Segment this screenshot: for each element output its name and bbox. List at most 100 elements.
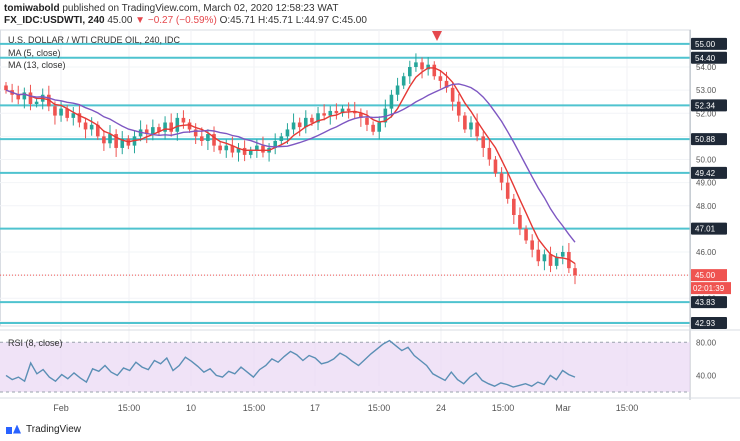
candle-body — [291, 122, 296, 130]
candle-body — [377, 122, 382, 132]
level-label: 54.40 — [695, 54, 716, 63]
candle-body — [71, 113, 76, 118]
candle-body — [475, 122, 479, 137]
candle-body — [432, 64, 437, 77]
candle-body — [548, 254, 553, 266]
tradingview-brand[interactable]: TradingView — [6, 424, 81, 435]
candle-body — [401, 76, 406, 86]
level-tag — [691, 296, 727, 309]
time-tick-label: 15:00 — [492, 403, 515, 413]
candle-body — [481, 136, 486, 148]
candle-body — [28, 92, 33, 104]
ma-legend-label: MA (5, close) — [8, 48, 61, 58]
candle-body — [493, 159, 498, 174]
candle-body — [212, 134, 216, 146]
current-price-label: 45.00 — [695, 271, 716, 280]
time-tick-label: 10 — [186, 403, 196, 413]
candle-body — [175, 117, 180, 132]
candle-body — [328, 110, 333, 116]
candle-body — [365, 117, 369, 125]
candle-body — [255, 145, 259, 151]
candle-body — [151, 127, 155, 135]
candle-body — [505, 182, 510, 199]
candle-body — [34, 101, 39, 104]
candle-body — [438, 76, 443, 81]
time-tick-label: Mar — [555, 403, 571, 413]
level-tag — [691, 37, 727, 50]
candle-body — [199, 136, 204, 141]
candle-body — [95, 124, 100, 137]
price-tick-label: 48.00 — [696, 202, 717, 211]
level-tag — [691, 222, 727, 235]
candle-body — [193, 129, 198, 137]
candle-body — [487, 147, 492, 160]
candle-body — [230, 145, 235, 153]
candle-body — [469, 122, 473, 130]
time-tick-label: Feb — [53, 403, 69, 413]
candle-body — [163, 122, 167, 132]
current-price-tag — [691, 269, 727, 282]
time-tick-label: 15:00 — [368, 403, 391, 413]
candle-body — [120, 138, 125, 148]
rsi-line — [5, 339, 576, 388]
candle-body — [297, 122, 302, 128]
published-info: tomiwabold published on TradingView.com,… — [4, 3, 338, 14]
candle-body — [450, 87, 455, 102]
candle-body — [108, 134, 112, 144]
candle-body — [359, 113, 363, 118]
candle-body — [236, 147, 241, 153]
price-tick-label: 54.00 — [696, 63, 717, 72]
candle-body — [261, 145, 265, 153]
candle-body — [573, 268, 577, 276]
candle-body — [316, 113, 320, 123]
last-price: 45.00 — [107, 15, 133, 26]
signal-arrow-icon — [432, 31, 442, 41]
candle-body — [560, 252, 565, 257]
ma13-line — [5, 83, 576, 243]
candle-body — [456, 101, 461, 116]
ohlc-values: O:45.71 H:45.71 L:44.97 C:45.00 — [219, 15, 367, 26]
candle-body — [395, 85, 400, 95]
time-tick-label: 15:00 — [616, 403, 639, 413]
candle-body — [371, 124, 375, 132]
level-tag — [691, 166, 727, 179]
candle-body — [524, 228, 528, 241]
candle-body — [389, 94, 394, 109]
level-tag — [691, 316, 727, 329]
candle-body — [273, 141, 278, 148]
level-tag — [691, 51, 727, 64]
candle-body — [224, 145, 229, 151]
candle-body — [310, 117, 314, 123]
candle-body — [114, 134, 118, 148]
candle-body — [530, 240, 534, 250]
candle-body — [242, 147, 247, 155]
rsi-title: RSI (8, close) — [8, 338, 63, 348]
candle-body — [322, 113, 326, 116]
candle-body — [218, 145, 222, 151]
level-label: 55.00 — [695, 40, 716, 49]
author-name[interactable]: tomiwabold — [4, 3, 60, 14]
rsi-band — [0, 342, 690, 392]
price-tick-label: 49.00 — [696, 179, 717, 188]
level-label: 52.34 — [695, 101, 716, 110]
candle-body — [144, 129, 149, 135]
candle-body — [4, 85, 8, 91]
candle-body — [22, 92, 27, 100]
candle-body — [420, 62, 424, 70]
candle-body — [542, 254, 547, 262]
price-change: ▼ −0.27 (−0.59%) — [135, 15, 217, 26]
candle-body — [248, 150, 253, 155]
candle-body — [499, 173, 504, 183]
candle-body — [169, 122, 173, 132]
candle-body — [279, 136, 284, 141]
candle-body — [444, 80, 449, 88]
level-label: 49.42 — [695, 169, 716, 178]
candle-body — [414, 62, 418, 67]
candle-body — [536, 249, 541, 262]
price-pane-frame — [0, 29, 691, 327]
candle-body — [53, 106, 57, 116]
candle-body — [426, 64, 430, 70]
candle-body — [463, 115, 467, 130]
time-tick-label: 24 — [436, 403, 446, 413]
